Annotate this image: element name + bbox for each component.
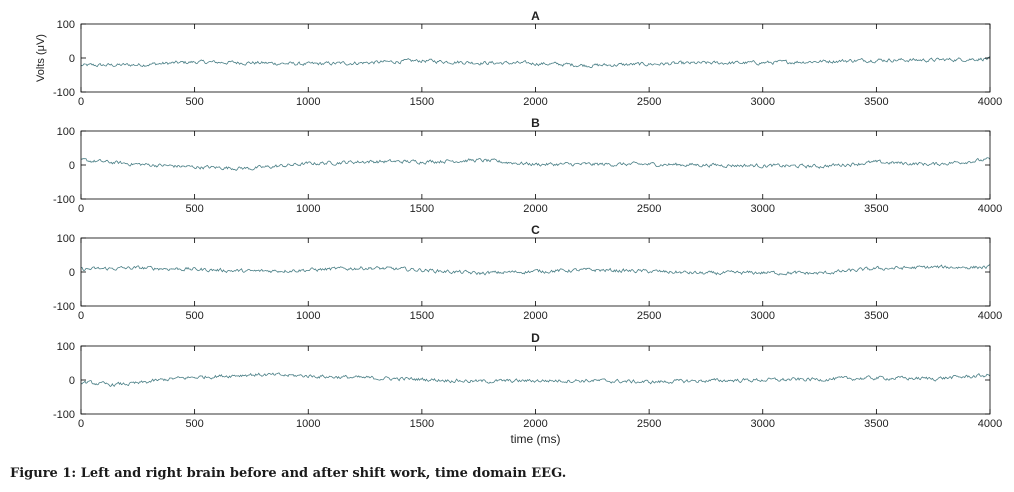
y-tick-label: -100: [53, 409, 75, 421]
y-tick-label: 0: [69, 53, 75, 65]
x-tick-label: 3000: [751, 203, 775, 215]
y-tick-label: 0: [69, 375, 75, 387]
x-tick-label: 2000: [523, 310, 547, 322]
x-tick-label: 2500: [637, 310, 661, 322]
y-tick-label: 100: [57, 341, 75, 353]
x-tick-label: 0: [78, 96, 84, 108]
y-tick-label: 0: [69, 160, 75, 172]
x-tick-label: 2500: [637, 96, 661, 108]
eeg-trace-c: [80, 264, 991, 276]
y-tick-label: -100: [53, 301, 75, 313]
y-tick-label: -100: [53, 194, 75, 206]
x-tick-label: 4000: [978, 96, 1002, 108]
x-tick-label: 1000: [296, 96, 320, 108]
x-tick-label: 2500: [637, 418, 661, 430]
eeg-trace-a: [80, 56, 991, 69]
x-tick-label: 2500: [637, 203, 661, 215]
panel-title: B: [531, 116, 540, 130]
x-tick-label: 0: [78, 418, 84, 430]
x-tick-label: 1500: [410, 203, 434, 215]
x-tick-label: 4000: [978, 418, 1002, 430]
x-tick-label: 4000: [978, 203, 1002, 215]
x-axis-label: time (ms): [511, 432, 561, 446]
axes-box: [80, 130, 991, 200]
panel-title: D: [531, 331, 540, 345]
x-tick-label: 3000: [751, 96, 775, 108]
x-tick-label: 3000: [751, 310, 775, 322]
figure-caption: Figure 1: Left and right brain before an…: [10, 466, 567, 481]
y-axis-label: Volts (μV): [35, 34, 47, 82]
eeg-trace-b: [80, 157, 991, 171]
x-tick-label: 1500: [410, 96, 434, 108]
x-tick-label: 3500: [864, 310, 888, 322]
x-tick-label: 0: [78, 310, 84, 322]
y-tick-label: 100: [57, 19, 75, 31]
y-tick-label: -100: [53, 87, 75, 99]
panel-b: B0 500 1000 1500 2000 2500 3000 3500 4000-100010…: [53, 116, 1002, 215]
y-tick-label: 100: [57, 126, 75, 138]
x-tick-label: 1000: [296, 310, 320, 322]
x-tick-label: 0: [78, 203, 84, 215]
x-tick-label: 1000: [296, 203, 320, 215]
x-tick-label: 1500: [410, 310, 434, 322]
panel-c: C0 500 1000 1500 2000 2500 3000 3500 4000-100010…: [53, 223, 1002, 322]
x-tick-label: 2000: [523, 203, 547, 215]
x-tick-label: 500: [185, 203, 203, 215]
eeg-trace-d: [80, 372, 991, 388]
x-tick-label: 1500: [410, 418, 434, 430]
axes-box: [80, 23, 991, 93]
x-tick-label: 500: [185, 96, 203, 108]
x-tick-label: 3000: [751, 418, 775, 430]
x-tick-label: 500: [185, 418, 203, 430]
x-tick-label: 4000: [978, 310, 1002, 322]
x-tick-label: 2000: [523, 96, 547, 108]
x-tick-label: 500: [185, 310, 203, 322]
eeg-figure: A0 500 1000 1500 2000 2500 3000 3500 4000-100010…: [35, 9, 1002, 446]
x-tick-label: 3500: [864, 96, 888, 108]
panel-title: C: [531, 223, 540, 237]
x-tick-label: 3500: [864, 203, 888, 215]
panel-a: A0 500 1000 1500 2000 2500 3000 3500 4000-100010…: [35, 9, 1002, 108]
x-tick-label: 1000: [296, 418, 320, 430]
x-tick-label: 3500: [864, 418, 888, 430]
y-tick-label: 100: [57, 233, 75, 245]
y-tick-label: 0: [69, 267, 75, 279]
panel-d: D0 500 1000 1500 2000 2500 3000 3500 4000-100010…: [53, 331, 1002, 446]
panel-title: A: [531, 9, 540, 23]
axes-box: [80, 237, 991, 307]
x-tick-label: 2000: [523, 418, 547, 430]
